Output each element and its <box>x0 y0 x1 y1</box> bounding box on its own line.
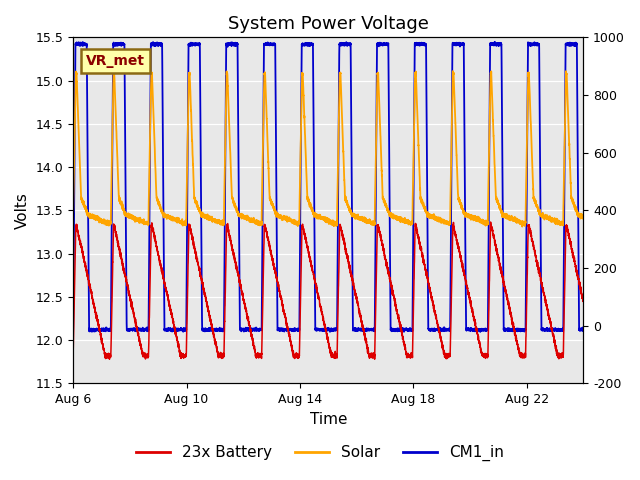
Solar <box>188 126 195 132</box>
CM1_in <box>191 41 198 47</box>
CM1_in <box>193 41 201 47</box>
Solar <box>191 195 198 201</box>
Solar <box>518 224 526 229</box>
23x Battery <box>193 258 201 264</box>
Title: System Power Voltage: System Power Voltage <box>228 15 429 33</box>
Solar <box>298 86 305 92</box>
Line: CM1_in: CM1_in <box>73 42 583 332</box>
23x Battery <box>262 227 269 233</box>
Line: 23x Battery: 23x Battery <box>73 222 583 359</box>
Solar <box>575 214 583 220</box>
CM1_in <box>188 41 195 47</box>
23x Battery <box>298 231 306 237</box>
Text: VR_met: VR_met <box>86 54 145 68</box>
CM1_in <box>69 326 77 332</box>
23x Battery <box>575 279 583 285</box>
23x Battery <box>191 244 198 250</box>
CM1_in <box>491 39 499 45</box>
Y-axis label: Volts: Volts <box>15 192 30 229</box>
X-axis label: Time: Time <box>310 412 347 427</box>
CM1_in <box>262 40 269 46</box>
CM1_in <box>579 327 587 333</box>
Solar <box>449 68 457 74</box>
Solar <box>193 201 201 207</box>
23x Battery <box>188 232 196 238</box>
23x Battery <box>579 298 587 304</box>
23x Battery <box>487 219 495 225</box>
Legend: 23x Battery, Solar, CM1_in: 23x Battery, Solar, CM1_in <box>130 439 510 468</box>
Solar <box>262 81 269 86</box>
CM1_in <box>575 325 583 331</box>
Line: Solar: Solar <box>73 71 583 227</box>
Solar <box>69 210 77 216</box>
CM1_in <box>298 41 305 47</box>
23x Battery <box>106 356 113 362</box>
23x Battery <box>69 350 77 356</box>
CM1_in <box>476 329 484 335</box>
Solar <box>579 214 587 219</box>
